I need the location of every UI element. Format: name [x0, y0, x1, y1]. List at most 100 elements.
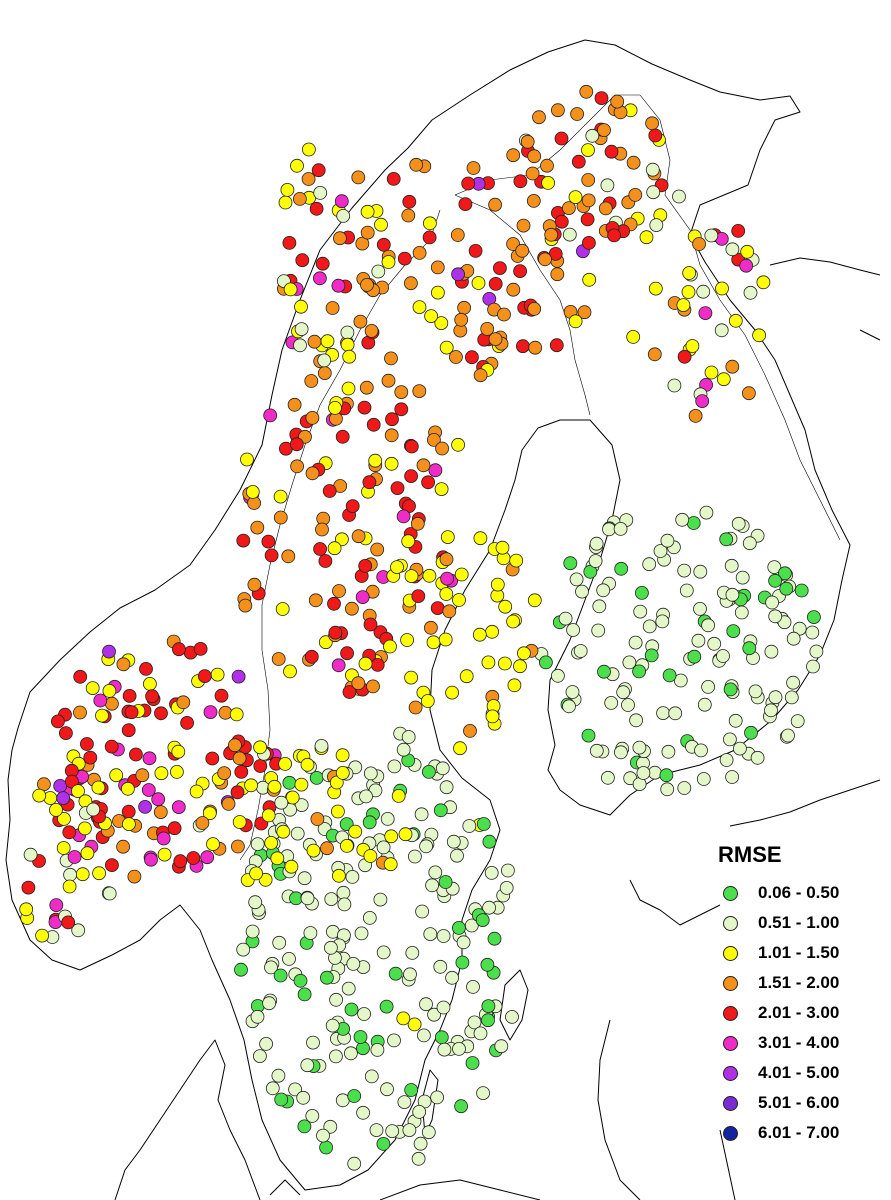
station-marker	[121, 781, 135, 796]
station-marker	[454, 567, 469, 582]
station-marker	[589, 743, 604, 758]
station-marker	[768, 573, 782, 588]
station-marker	[167, 821, 182, 836]
station-marker	[422, 230, 437, 245]
station-marker	[723, 682, 738, 697]
station-marker	[677, 563, 692, 578]
station-marker	[616, 685, 631, 700]
station-marker	[649, 218, 664, 233]
station-marker	[231, 669, 246, 684]
station-marker	[300, 1058, 315, 1073]
station-marker	[245, 924, 260, 939]
station-marker	[306, 843, 321, 858]
station-marker	[95, 708, 109, 723]
station-marker	[570, 107, 584, 121]
station-marker	[403, 967, 417, 982]
station-marker	[551, 103, 565, 118]
station-marker	[588, 554, 603, 568]
station-marker	[390, 481, 405, 496]
station-marker	[498, 599, 513, 614]
station-marker	[497, 307, 511, 322]
station-marker	[264, 548, 279, 563]
station-marker	[271, 1068, 286, 1083]
station-marker	[725, 587, 740, 602]
station-marker	[363, 849, 378, 863]
station-marker	[271, 652, 286, 666]
station-marker	[482, 834, 497, 849]
station-marker	[596, 583, 611, 598]
station-marker	[305, 1109, 320, 1123]
station-marker	[805, 625, 820, 640]
station-marker	[276, 824, 291, 839]
station-marker	[613, 522, 628, 536]
station-marker	[384, 351, 398, 366]
station-marker	[197, 669, 212, 683]
station-marker	[598, 201, 613, 216]
station-marker	[195, 816, 210, 830]
station-marker	[328, 400, 342, 415]
station-marker	[480, 321, 495, 336]
station-marker	[135, 768, 150, 783]
station-marker	[345, 870, 360, 884]
station-marker	[667, 378, 682, 393]
station-marker	[283, 282, 298, 297]
station-marker	[506, 148, 521, 163]
station-marker	[357, 400, 372, 415]
gulf-of-finland-coast	[729, 779, 881, 827]
station-marker	[748, 684, 763, 699]
station-marker	[728, 713, 743, 728]
rmse-legend: RMSE 0.06 - 0.50 0.51 - 1.00 1.01 - 1.50…	[716, 842, 891, 1148]
station-marker	[438, 875, 453, 889]
station-marker	[752, 328, 766, 343]
station-marker	[544, 227, 559, 242]
station-marker	[728, 313, 743, 328]
station-marker	[324, 892, 339, 906]
station-marker	[102, 886, 117, 901]
legend-label: 0.06 - 0.50	[758, 883, 840, 902]
station-marker	[648, 281, 663, 296]
station-marker	[404, 469, 419, 484]
station-marker	[784, 690, 799, 705]
station-marker	[300, 757, 315, 772]
station-marker	[707, 636, 722, 651]
station-marker	[294, 777, 309, 792]
station-marker	[73, 705, 87, 720]
station-marker	[562, 699, 576, 714]
station-marker	[430, 1090, 445, 1105]
station-marker	[122, 689, 137, 703]
station-marker	[364, 1069, 379, 1084]
station-marker	[331, 658, 346, 673]
legend-class-2: 1.01 - 1.50	[716, 938, 891, 968]
station-marker	[57, 812, 71, 826]
station-marker	[743, 285, 758, 300]
station-marker	[348, 824, 363, 839]
station-marker	[116, 657, 131, 672]
station-marker	[339, 839, 354, 853]
station-markers	[19, 84, 824, 1171]
station-marker	[86, 802, 101, 817]
station-marker	[648, 128, 663, 143]
station-marker	[351, 170, 366, 185]
station-marker	[494, 1039, 509, 1054]
station-marker	[410, 516, 425, 531]
station-marker	[433, 803, 448, 818]
station-marker	[142, 677, 157, 691]
sweden-finland-border	[454, 194, 591, 416]
station-marker	[461, 176, 476, 191]
station-marker	[248, 895, 263, 910]
station-marker	[740, 244, 755, 259]
station-marker	[369, 1123, 384, 1137]
station-marker	[102, 644, 116, 659]
station-marker	[347, 1089, 362, 1103]
station-marker	[767, 560, 782, 574]
station-marker	[380, 1082, 394, 1097]
station-marker	[440, 530, 455, 544]
station-marker	[453, 741, 467, 756]
station-marker	[145, 689, 160, 704]
station-marker	[695, 394, 710, 409]
station-marker	[677, 349, 692, 364]
station-marker	[316, 1128, 330, 1143]
station-marker	[682, 266, 697, 280]
station-marker	[420, 694, 435, 708]
station-marker	[688, 408, 703, 423]
